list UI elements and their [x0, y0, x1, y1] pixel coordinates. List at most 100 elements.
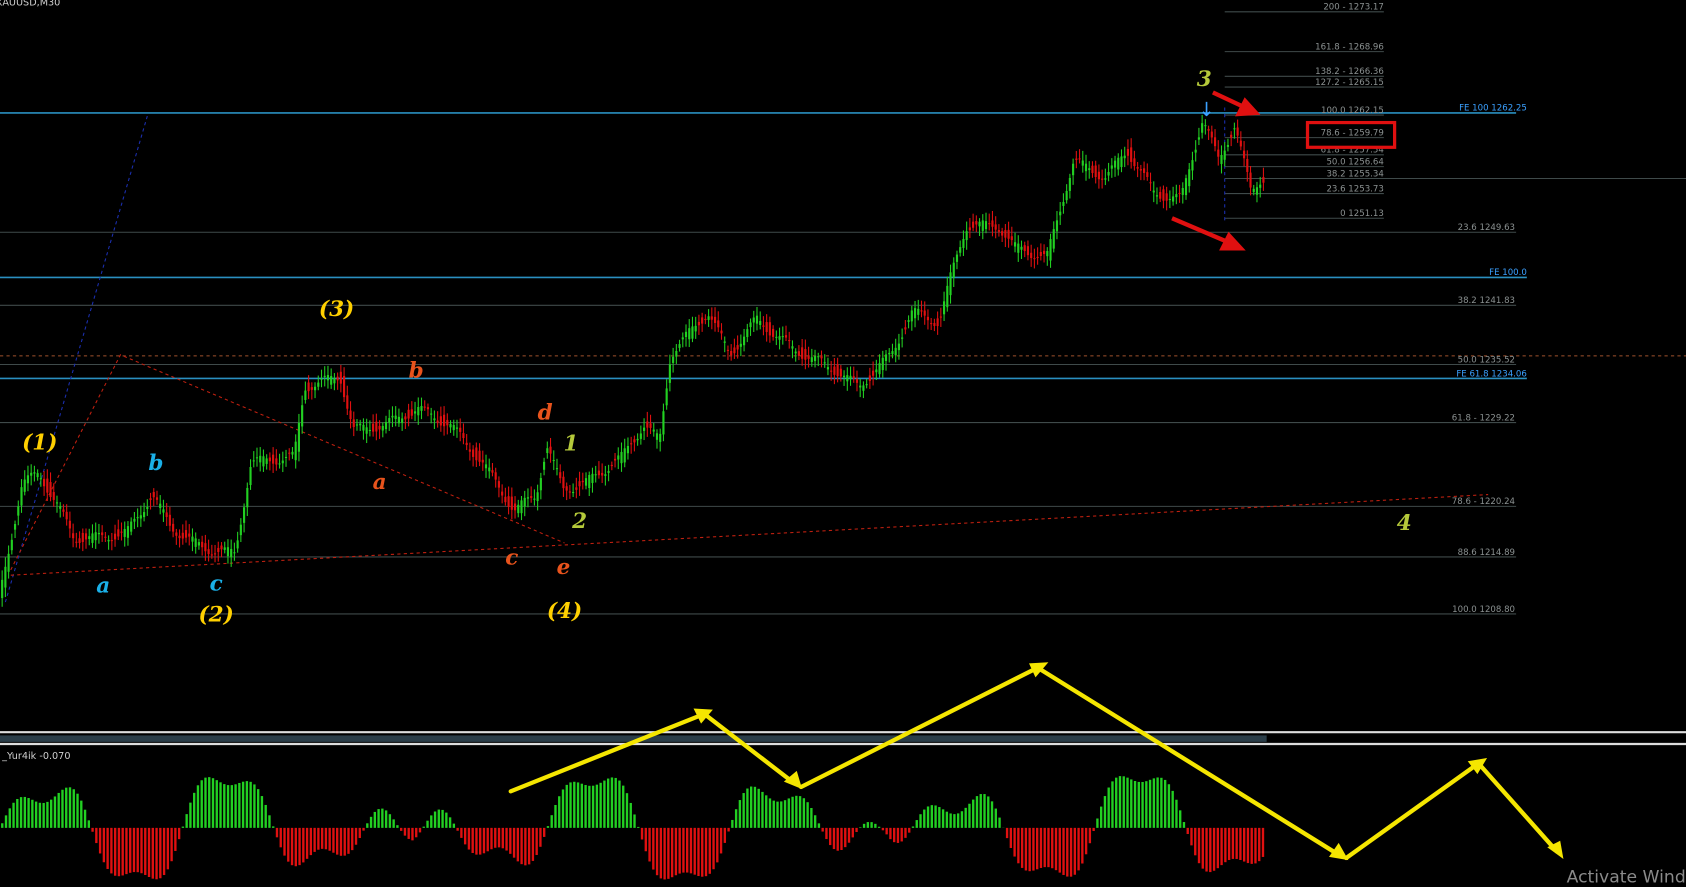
hist-bar [170, 827, 173, 862]
candle-body [1107, 171, 1110, 176]
candle-body [123, 529, 126, 537]
candle-body [739, 343, 742, 347]
candle-body [481, 459, 484, 463]
candle-body [1210, 131, 1213, 138]
hist-bar [98, 827, 102, 854]
candle-body [778, 336, 781, 340]
candle-body [494, 472, 497, 480]
candle-body [526, 497, 530, 499]
hist-bar [1039, 827, 1043, 868]
candle-body [994, 224, 997, 230]
trend-line [10, 494, 1489, 576]
candle-body [1136, 167, 1139, 169]
candle-body [672, 356, 675, 363]
hist-bar [949, 813, 952, 828]
candle-body [846, 375, 849, 382]
hist-bar [260, 796, 264, 828]
candle-body [684, 331, 688, 338]
hist-bar [904, 827, 907, 838]
hist-bar [625, 793, 629, 828]
hist-bar [490, 827, 493, 850]
candle-body [430, 413, 433, 415]
candle-body [565, 486, 568, 491]
hist-bar [362, 827, 365, 831]
hist-bar [1058, 827, 1061, 873]
hist-bar [712, 827, 715, 870]
fib-label: 100.0 1262.15 [1321, 106, 1384, 116]
hist-bar [147, 827, 151, 877]
hist-bar [204, 777, 207, 828]
candle-body [1123, 155, 1126, 159]
hist-bar [230, 785, 234, 828]
hist-bar [655, 827, 659, 876]
candle-body [875, 369, 878, 373]
candle-body [817, 356, 820, 358]
hist-bar [399, 827, 403, 831]
candle-body [804, 349, 807, 360]
candle-body [549, 446, 552, 454]
candle-body [249, 467, 252, 486]
hist-bar [415, 827, 418, 838]
hist-bar [1141, 781, 1144, 828]
hist-bar [1197, 827, 1201, 864]
fib-label: 161.8 - 1268.96 [1315, 42, 1384, 52]
candle-body [843, 375, 846, 378]
hist-bar [31, 799, 34, 828]
hist-bar [866, 822, 870, 828]
hist-bar [125, 827, 128, 875]
candle-body [736, 345, 739, 350]
candle-body [272, 454, 275, 464]
candle-body [991, 220, 994, 227]
candle-body [668, 364, 671, 383]
hist-bar [479, 827, 482, 855]
candle-body [1142, 168, 1146, 173]
trend-line [4, 115, 148, 603]
hist-bar [1171, 790, 1174, 828]
candle-body [72, 533, 75, 539]
candle-body [201, 541, 204, 548]
hist-bar [813, 815, 817, 828]
wave-label: 3 [1197, 67, 1212, 92]
hist-bar [384, 810, 388, 828]
hist-bar [166, 827, 170, 870]
candle-body [1191, 160, 1194, 171]
hist-bar [23, 796, 27, 828]
candle-body [923, 310, 926, 316]
hist-bar [520, 827, 523, 865]
hist-bar [558, 796, 561, 828]
candle-body [604, 474, 607, 476]
hist-bar [637, 826, 640, 828]
hist-bar [117, 827, 121, 877]
hist-bar [19, 797, 23, 828]
candle-body [746, 329, 749, 338]
candle-body [407, 409, 410, 419]
candle-body [168, 514, 171, 526]
candle-body [446, 419, 449, 426]
hist-bar [1054, 827, 1058, 871]
candle-body [810, 357, 813, 362]
hist-bar [294, 827, 297, 867]
hist-bar [524, 827, 527, 866]
candle-body [36, 473, 39, 478]
wave-label: 2 [571, 509, 587, 534]
hist-bar [1242, 827, 1246, 862]
hist-bar [223, 784, 226, 828]
hist-bar [1201, 827, 1204, 869]
hist-bar [1032, 827, 1035, 871]
wave-label: (1) [22, 430, 57, 455]
candle-body [388, 418, 391, 423]
candle-body [475, 447, 478, 461]
candle-body [1068, 177, 1071, 191]
candle-body [84, 533, 88, 540]
hist-bar [535, 827, 538, 855]
candle-body [517, 504, 520, 514]
hist-bar [1069, 827, 1073, 877]
candle-body [355, 424, 359, 426]
candle-body [626, 445, 630, 454]
candle-body [878, 363, 881, 375]
candle-body [236, 540, 239, 549]
candle-body [294, 441, 297, 461]
hist-bar [155, 827, 158, 880]
candle-body [94, 532, 97, 541]
candle-body [562, 476, 565, 489]
